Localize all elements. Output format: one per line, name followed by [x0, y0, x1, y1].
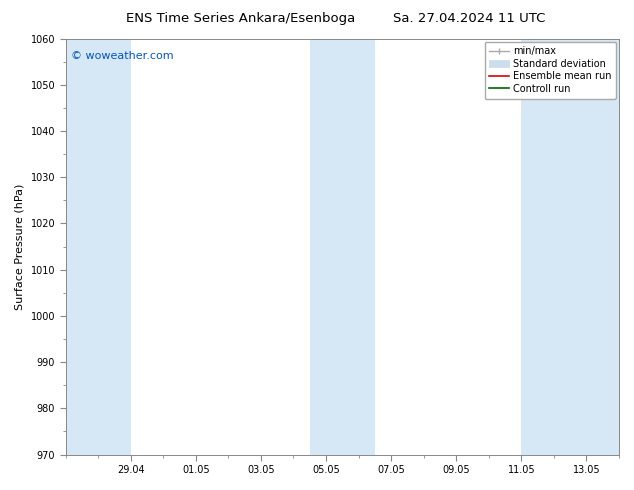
Bar	[521, 39, 619, 455]
Text: © woweather.com: © woweather.com	[71, 51, 174, 61]
Bar	[310, 39, 375, 455]
Legend: min/max, Standard deviation, Ensemble mean run, Controll run: min/max, Standard deviation, Ensemble me…	[484, 42, 616, 98]
Text: ENS Time Series Ankara/Esenboga: ENS Time Series Ankara/Esenboga	[126, 12, 356, 25]
Bar	[65, 39, 131, 455]
Y-axis label: Surface Pressure (hPa): Surface Pressure (hPa)	[15, 183, 25, 310]
Text: Sa. 27.04.2024 11 UTC: Sa. 27.04.2024 11 UTC	[393, 12, 545, 25]
